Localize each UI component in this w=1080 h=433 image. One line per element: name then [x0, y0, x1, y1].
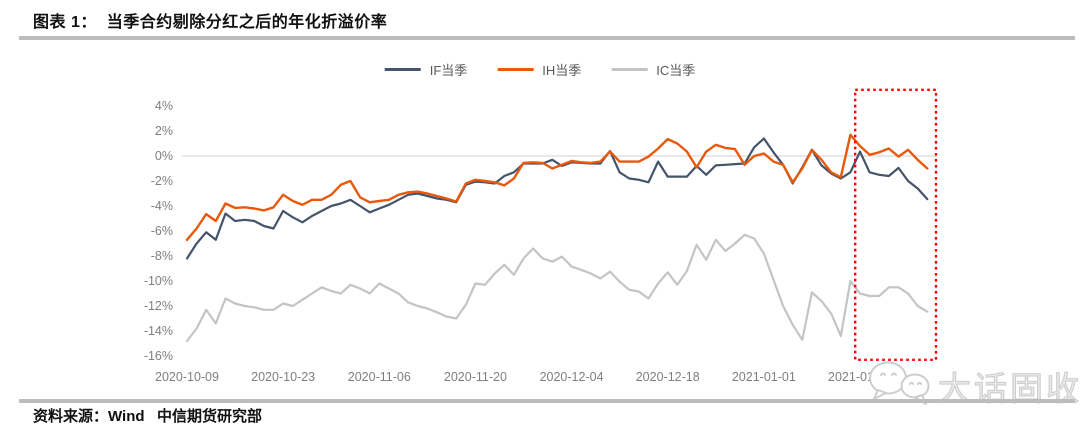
page-title: 图表 1： 当季合约剔除分红之后的年化折溢价率 [33, 14, 388, 31]
legend-item-IF当季: IF当季 [384, 60, 468, 79]
highlight-box [854, 88, 938, 362]
legend-item-IC当季: IC当季 [611, 60, 695, 79]
footer-rule [19, 399, 1075, 403]
y-tick-label: -14% [143, 324, 173, 338]
x-tick-label: 2020-11-20 [443, 370, 507, 384]
x-tick-label: 2020-11-06 [347, 370, 411, 384]
y-tick-label: -16% [143, 349, 173, 363]
chart-legend: IF当季 IH当季 IC当季 [384, 60, 695, 79]
x-tick-label: 2020-10-23 [251, 370, 316, 384]
legend-label: IF当季 [429, 63, 468, 78]
wechat-logo-icon [869, 361, 930, 405]
legend-swatch [611, 68, 648, 71]
x-tick-label: 2020-12-18 [635, 370, 700, 384]
series-line-IC当季 [185, 233, 929, 343]
y-tick-label: 2% [154, 124, 173, 138]
y-tick-label: -10% [143, 274, 173, 288]
x-tick-label: 2020-12-04 [539, 370, 604, 384]
series-line-IH当季 [185, 133, 929, 242]
y-tick-label: 4% [154, 99, 173, 113]
legend-item-IH当季: IH当季 [497, 60, 581, 79]
source-text: 资料来源：Wind 中信期货研究部 [33, 408, 263, 425]
y-tick-label: -2% [150, 174, 173, 188]
y-tick-label: -6% [150, 224, 173, 238]
title-rule [19, 36, 1075, 40]
y-tick-label: -8% [150, 249, 173, 263]
x-tick-label: 2020-10-09 [155, 370, 219, 384]
y-tick-label: -4% [150, 199, 173, 213]
x-tick-label: 2021-01-01 [731, 370, 796, 384]
legend-label: IH当季 [542, 63, 582, 78]
y-tick-label: 0% [154, 149, 173, 163]
legend-swatch [384, 68, 421, 71]
legend-swatch [497, 68, 534, 71]
legend-label: IC当季 [656, 63, 696, 78]
y-tick-label: -12% [143, 299, 173, 313]
